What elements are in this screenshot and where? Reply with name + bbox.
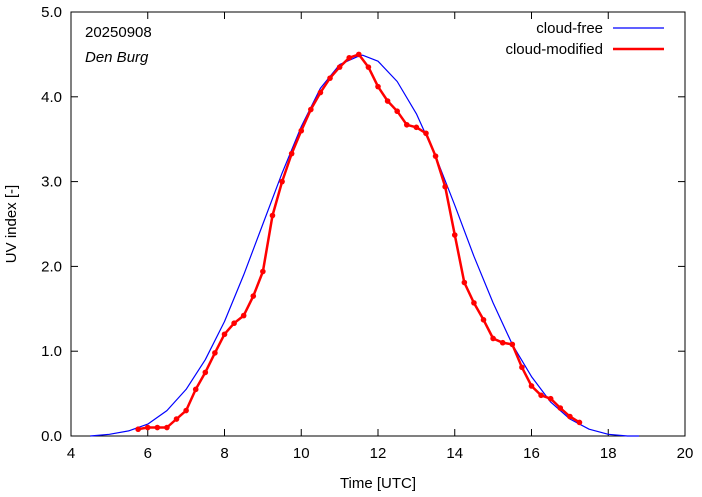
x-tick-label: 6 [144,445,152,462]
data-point [288,150,295,157]
plot-frame [70,11,686,437]
date-annotation: 20250908 [85,24,152,41]
data-point [221,331,228,338]
x-tick-label: 18 [600,445,617,462]
data-point [135,426,141,433]
data-point [557,405,564,411]
data-point [490,335,496,342]
data-point [336,64,343,70]
data-point [567,413,573,420]
data-point [442,183,448,190]
data-point [202,369,209,376]
data-point [317,89,324,96]
data-point [461,279,468,286]
data-point [269,212,276,219]
data-point [173,416,180,422]
x-tick-label: 16 [523,445,540,462]
data-point [403,121,410,128]
station-annotation: Den Burg [85,49,149,66]
legend-label-cloud-modified: cloud-modified [505,41,603,58]
data-point [260,268,266,275]
data-point [451,232,458,238]
data-point [432,153,439,159]
data-point [308,106,314,113]
y-tick-label: 4.0 [41,89,62,106]
data-point [279,178,285,185]
data-point [471,300,477,306]
x-tick-label: 10 [293,445,310,462]
data-point [509,341,516,348]
data-point [528,383,535,389]
data-point [547,395,554,402]
data-point [250,293,257,299]
data-point [240,312,247,319]
y-tick-label: 3.0 [41,174,62,191]
data-point [375,83,381,90]
y-tick-label: 1.0 [41,343,62,360]
data-point [499,339,506,346]
y-tick-label: 0.0 [41,428,62,445]
data-point [356,51,362,58]
data-point [327,75,333,81]
x-tick-label: 4 [67,445,75,462]
data-point [154,424,161,431]
y-tick-label: 5.0 [41,4,62,21]
data-point [192,386,199,393]
data-point [480,317,487,323]
data-point [365,64,372,70]
data-point [576,419,583,426]
data-point [384,98,391,104]
data-point [231,320,237,327]
x-tick-label: 20 [677,445,694,462]
x-tick-label: 12 [370,445,387,462]
x-tick-label: 14 [446,445,463,462]
legend-label-cloud-free: cloud-free [536,20,603,37]
series-line-cloud-free [90,54,639,437]
x-tick-label: 8 [220,445,228,462]
data-point [144,424,151,431]
annotation-group: 20250908 Den Burg [85,24,152,66]
data-point [538,392,544,399]
data-point [346,54,353,61]
y-tick-label: 2.0 [41,258,62,275]
data-point [413,124,420,131]
data-point [423,130,429,137]
y-axis-title: UV index [-] [3,185,20,263]
data-point [519,364,525,371]
data-point [212,350,218,356]
data-point [183,407,189,414]
x-axis-title: Time [UTC] [340,475,416,492]
data-point [164,424,170,431]
legend: cloud-free cloud-modified [505,20,664,58]
data-point [394,108,400,115]
data-point [298,127,305,134]
